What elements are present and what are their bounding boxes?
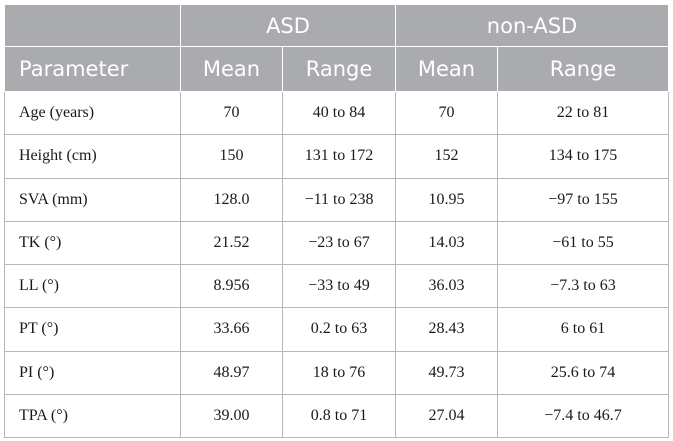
parameter-cell: PI (°) bbox=[4, 350, 181, 395]
non-asd-group-header: non-ASD bbox=[394, 4, 670, 47]
table-row: Age (years) 70 40 to 84 70 22 to 81 bbox=[4, 90, 670, 136]
non-asd-mean-cell: 70 bbox=[395, 90, 498, 136]
parameter-cell: TK (°) bbox=[4, 220, 181, 266]
non-asd-mean-cell: 152 bbox=[395, 134, 498, 179]
parameter-cell: TPA (°) bbox=[4, 393, 181, 439]
non-asd-mean-cell: 36.03 bbox=[395, 263, 498, 309]
non-asd-mean-cell: 14.03 bbox=[395, 220, 498, 266]
non-asd-mean-cell: 28.43 bbox=[395, 307, 498, 352]
parameter-column-header: Parameter bbox=[4, 46, 181, 92]
table-row: SVA (mm) 128.0 −11 to 238 10.95 −97 to 1… bbox=[4, 177, 670, 222]
non-asd-range-cell: 134 to 175 bbox=[496, 134, 670, 179]
asd-range-cell: 18 to 76 bbox=[282, 350, 396, 395]
asd-range-cell: 0.8 to 71 bbox=[282, 393, 396, 439]
asd-mean-cell: 48.97 bbox=[180, 350, 283, 395]
parameter-cell: PT (°) bbox=[4, 307, 181, 352]
asd-range-cell: −11 to 238 bbox=[282, 177, 396, 222]
parameter-cell: Height (cm) bbox=[4, 134, 181, 179]
non-asd-range-cell: −7.3 to 63 bbox=[496, 263, 670, 309]
table-header: ASD non-ASD Parameter Mean Range Mean Ra… bbox=[4, 4, 670, 92]
column-header-row: Parameter Mean Range Mean Range bbox=[4, 46, 670, 92]
table-row: TPA (°) 39.00 0.8 to 71 27.04 −7.4 to 46… bbox=[4, 393, 670, 439]
table-row: PT (°) 33.66 0.2 to 63 28.43 6 to 61 bbox=[4, 307, 670, 352]
table-row: Height (cm) 150 131 to 172 152 134 to 17… bbox=[4, 134, 670, 179]
non-asd-range-cell: −97 to 155 bbox=[496, 177, 670, 222]
parameters-table: ASD non-ASD Parameter Mean Range Mean Ra… bbox=[4, 4, 670, 439]
asd-mean-cell: 21.52 bbox=[180, 220, 283, 266]
non-asd-mean-cell: 49.73 bbox=[395, 350, 498, 395]
non-asd-range-cell: 22 to 81 bbox=[496, 90, 670, 136]
non-asd-range-cell: −61 to 55 bbox=[496, 220, 670, 266]
non-asd-mean-cell: 27.04 bbox=[395, 393, 498, 439]
asd-range-cell: −33 to 49 bbox=[282, 263, 396, 309]
table-body: Age (years) 70 40 to 84 70 22 to 81 Heig… bbox=[4, 90, 670, 439]
parameter-cell: LL (°) bbox=[4, 263, 181, 309]
non-asd-range-column-header: Range bbox=[496, 46, 670, 92]
asd-mean-cell: 150 bbox=[180, 134, 283, 179]
table-row: TK (°) 21.52 −23 to 67 14.03 −61 to 55 bbox=[4, 220, 670, 266]
group-header-row: ASD non-ASD bbox=[4, 4, 670, 47]
asd-mean-cell: 8.956 bbox=[180, 263, 283, 309]
non-asd-range-cell: −7.4 to 46.7 bbox=[496, 393, 670, 439]
asd-mean-column-header: Mean bbox=[180, 46, 283, 92]
asd-mean-cell: 128.0 bbox=[180, 177, 283, 222]
asd-range-cell: 131 to 172 bbox=[282, 134, 396, 179]
table-row: PI (°) 48.97 18 to 76 49.73 25.6 to 74 bbox=[4, 350, 670, 395]
asd-range-column-header: Range bbox=[282, 46, 396, 92]
table-row: LL (°) 8.956 −33 to 49 36.03 −7.3 to 63 bbox=[4, 263, 670, 309]
asd-group-header: ASD bbox=[180, 4, 396, 47]
asd-mean-cell: 39.00 bbox=[180, 393, 283, 439]
non-asd-range-cell: 6 to 61 bbox=[496, 307, 670, 352]
parameter-cell: SVA (mm) bbox=[4, 177, 181, 222]
non-asd-mean-cell: 10.95 bbox=[395, 177, 498, 222]
asd-mean-cell: 70 bbox=[180, 90, 283, 136]
asd-range-cell: 0.2 to 63 bbox=[282, 307, 396, 352]
parameter-cell: Age (years) bbox=[4, 90, 181, 136]
non-asd-range-cell: 25.6 to 74 bbox=[496, 350, 670, 395]
asd-mean-cell: 33.66 bbox=[180, 307, 283, 352]
asd-range-cell: −23 to 67 bbox=[282, 220, 396, 266]
non-asd-mean-column-header: Mean bbox=[395, 46, 498, 92]
asd-range-cell: 40 to 84 bbox=[282, 90, 396, 136]
empty-corner-cell bbox=[4, 4, 181, 47]
